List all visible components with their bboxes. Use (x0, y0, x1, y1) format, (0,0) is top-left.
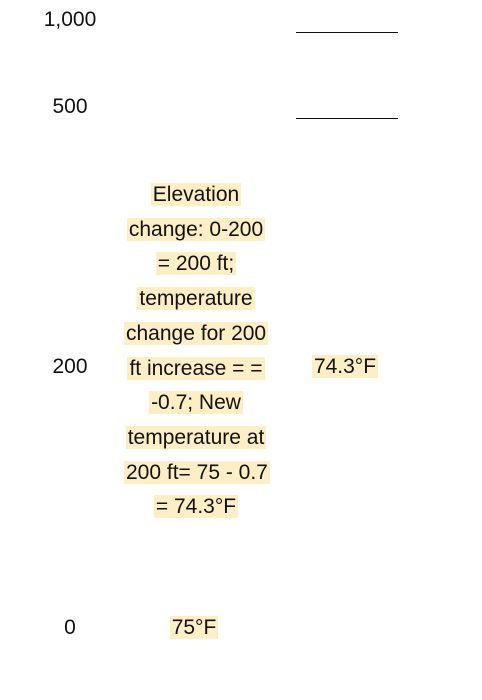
calculation-0-text: 75°F (169, 616, 219, 639)
temperature-blank-1000[interactable] (296, 32, 398, 33)
temperature-200-text: 74.3°F (311, 355, 379, 378)
elevation-500: 500 (52, 95, 88, 118)
temperature-blank-500[interactable] (296, 118, 398, 119)
elevation-200: 200 (52, 355, 88, 378)
temperature-200: 74.3°F (290, 355, 400, 379)
elevation-0: 0 (64, 616, 76, 639)
calculation-200: Elevation change: 0-200 = 200 ft; temper… (124, 178, 270, 525)
calculation-0: 75°F (134, 616, 254, 640)
elevation-1000: 1,000 (43, 8, 97, 31)
calculation-200-text: Elevation change: 0-200 = 200 ft; temper… (124, 183, 270, 519)
